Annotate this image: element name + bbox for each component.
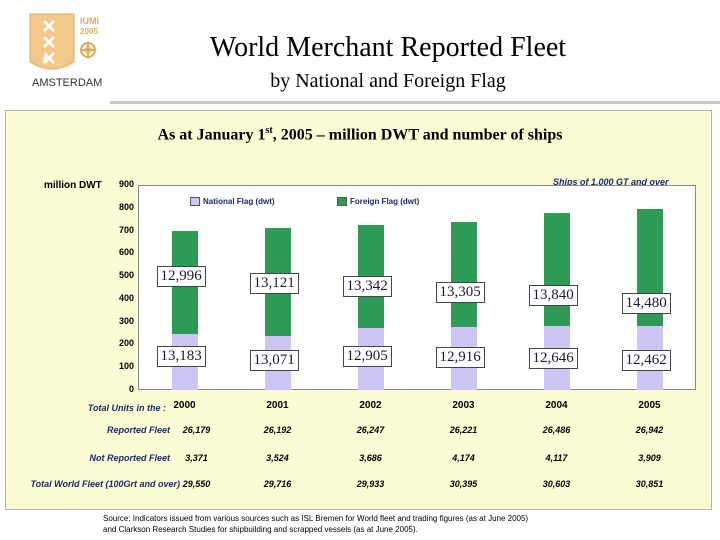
bar-foreign-2003 <box>450 222 477 328</box>
table-header-label: Total Units in the : <box>87 403 166 413</box>
data-label-national-2005: 12,462 <box>621 349 671 371</box>
data-label-national-2002: 12,905 <box>342 345 392 367</box>
data-label-foreign-2005: 14,480 <box>621 292 671 314</box>
chart-title: As at January 1st, 2005 – million DWT an… <box>157 125 563 144</box>
svg-text:2005: 2005 <box>80 27 98 36</box>
table-row-label: Not Reported Fleet <box>89 453 170 463</box>
x-tick-label: 2004 <box>545 400 568 411</box>
plot-area <box>138 185 696 390</box>
data-label-national-2001: 13,071 <box>249 350 299 372</box>
table-cell: 26,179 <box>182 425 211 435</box>
y-tick-label: 500 <box>118 270 134 281</box>
table-cell: 29,550 <box>182 479 211 489</box>
data-label-national-2000: 13,183 <box>156 346 206 368</box>
x-tick-label: 2000 <box>173 400 196 411</box>
table-row-label: Reported Fleet <box>106 425 170 435</box>
data-label-foreign-2000: 12,996 <box>156 265 206 287</box>
y-tick-label: 600 <box>118 247 134 258</box>
data-label-foreign-2001: 13,121 <box>249 273 299 295</box>
y-tick-label: 100 <box>118 361 134 372</box>
y-tick-label: 400 <box>118 292 134 303</box>
x-tick-label: 2002 <box>359 400 382 411</box>
legend-foreign: Foreign Flag (dwt) <box>337 197 419 207</box>
bar-foreign-2004 <box>543 212 570 327</box>
table-cell: 3,524 <box>266 453 289 463</box>
table-cell: 4,117 <box>545 453 568 463</box>
iumi-amsterdam-logo: IUMI 2005 AMSTERDAM <box>29 13 102 89</box>
table-cell: 30,395 <box>449 479 478 489</box>
table-cell: 4,174 <box>452 453 475 463</box>
x-tick-label: 2003 <box>452 400 475 411</box>
table-cell: 3,371 <box>185 453 208 463</box>
y-tick-label: 200 <box>118 338 134 349</box>
data-label-national-2004: 12,646 <box>528 348 578 370</box>
data-label-national-2003: 12,916 <box>435 347 485 369</box>
y-axis-label: million DWT <box>44 180 102 191</box>
legend-swatch-national <box>190 197 200 207</box>
table-cell: 29,716 <box>263 479 292 489</box>
table-cell: 30,851 <box>635 479 664 489</box>
source-note: Source: Indicators issued from various s… <box>103 514 529 534</box>
table-cell: 26,486 <box>542 425 571 435</box>
data-label-foreign-2003: 13,305 <box>435 281 485 303</box>
chart-note: Ships of 1,000 GT and over <box>553 177 669 187</box>
legend-national: National Flag (dwt) <box>190 197 275 207</box>
y-tick-label: 700 <box>118 224 134 235</box>
table-cell: 26,221 <box>449 425 478 435</box>
y-tick-label: 0 <box>128 384 134 394</box>
table-cell: 26,247 <box>356 425 385 435</box>
table-cell: 26,192 <box>263 425 292 435</box>
header-divider <box>110 101 720 104</box>
y-tick-label: 800 <box>118 201 134 212</box>
table-cell: 3,909 <box>638 453 661 463</box>
y-tick-label: 900 <box>118 179 134 189</box>
table-cell: 29,933 <box>356 479 385 489</box>
svg-text:AMSTERDAM: AMSTERDAM <box>32 77 102 89</box>
svg-text:IUMI: IUMI <box>80 16 99 26</box>
table-cell: 3,686 <box>359 453 382 463</box>
y-tick-label: 300 <box>118 315 134 326</box>
data-label-foreign-2004: 13,840 <box>528 285 578 307</box>
legend-swatch-foreign <box>337 197 347 207</box>
page-title: World Merchant Reported Fleet <box>209 32 567 63</box>
x-tick-label: 2001 <box>266 400 289 411</box>
table-cell: 26,942 <box>635 425 664 435</box>
table-row-label: Total World Fleet (100Grt and over) <box>30 479 180 489</box>
x-tick-label: 2005 <box>638 400 661 411</box>
data-label-foreign-2002: 13,342 <box>342 275 392 297</box>
table-cell: 30,603 <box>542 479 571 489</box>
page-subtitle: by National and Foreign Flag <box>270 70 506 92</box>
